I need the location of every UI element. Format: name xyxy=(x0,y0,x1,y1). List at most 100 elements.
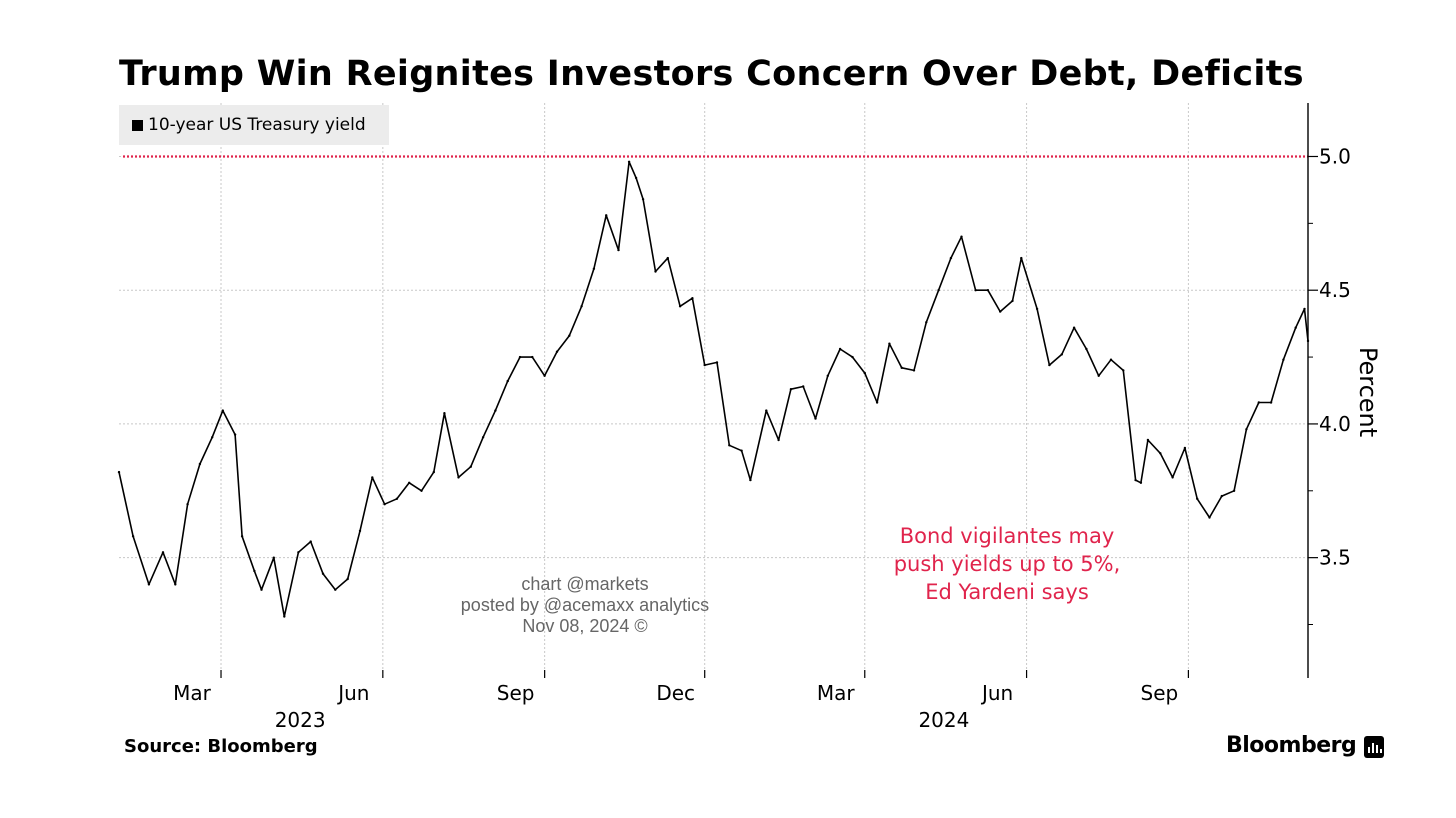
data-point xyxy=(937,289,940,292)
x-tick-label: Dec xyxy=(656,681,695,705)
data-point xyxy=(283,615,286,618)
data-point xyxy=(802,385,805,388)
data-point xyxy=(777,438,780,442)
watermark-line: chart @markets xyxy=(521,574,649,594)
data-point xyxy=(395,497,399,500)
data-point xyxy=(272,556,275,559)
data-point xyxy=(555,350,559,353)
x-tick-label: Mar xyxy=(173,681,212,705)
data-point xyxy=(198,462,202,466)
data-point xyxy=(117,470,121,474)
data-point xyxy=(1085,347,1088,351)
data-point xyxy=(765,409,768,412)
data-point xyxy=(627,160,631,163)
data-point xyxy=(654,270,657,273)
data-point xyxy=(666,256,669,260)
data-point xyxy=(253,569,256,573)
data-point xyxy=(494,409,497,412)
data-point xyxy=(1048,363,1051,367)
data-point xyxy=(186,503,189,506)
data-point xyxy=(443,412,446,415)
legend-label: 10-year US Treasury yield xyxy=(148,115,366,135)
watermark: chart @markets posted by @acemaxx analyt… xyxy=(435,574,735,637)
data-point xyxy=(568,334,571,337)
data-point xyxy=(986,289,990,292)
data-point xyxy=(147,583,151,586)
x-tick-label: Sep xyxy=(497,681,535,705)
data-point xyxy=(543,374,546,377)
data-point xyxy=(678,305,682,308)
data-point xyxy=(1232,489,1236,492)
data-point xyxy=(420,489,423,492)
data-point xyxy=(634,176,638,180)
chart-title: Trump Win Reignites Investors Concern Ov… xyxy=(119,54,1304,94)
data-point xyxy=(1109,358,1113,361)
data-point xyxy=(580,305,583,308)
data-point xyxy=(888,342,891,345)
data-point xyxy=(728,444,731,447)
legend: 10-year US Treasury yield xyxy=(119,105,389,145)
data-point xyxy=(297,551,300,554)
annotation-line: Bond vigilantes may xyxy=(899,524,1115,548)
data-point xyxy=(949,256,953,260)
data-point xyxy=(851,355,854,359)
data-point xyxy=(703,363,706,367)
x-tick-label: Jun xyxy=(980,681,1013,705)
data-point xyxy=(592,267,596,270)
source-note: Source: Bloomberg xyxy=(124,736,318,757)
data-point xyxy=(432,470,435,474)
data-point xyxy=(211,436,214,439)
data-point xyxy=(358,529,362,533)
data-point xyxy=(371,476,374,479)
series-layer xyxy=(117,160,1310,618)
data-point xyxy=(383,503,386,506)
data-point xyxy=(1294,326,1297,329)
data-point xyxy=(174,583,177,586)
data-point xyxy=(1122,369,1125,372)
legend-swatch xyxy=(132,120,143,131)
data-point xyxy=(875,401,879,404)
axis-layer: 3.5 4.0 4.5 5.0 Mar Jun Sep Dec Mar Jun Sep 2023 202… xyxy=(173,103,1382,732)
watermark-line: posted by @acemaxx analytics xyxy=(460,595,710,615)
data-point xyxy=(1134,478,1137,482)
data-point xyxy=(161,551,165,554)
data-point xyxy=(1245,428,1248,431)
data-point xyxy=(1171,476,1174,479)
y-tick-label: 5.0 xyxy=(1319,144,1351,168)
data-point xyxy=(1183,446,1187,450)
x-year-label: 2023 xyxy=(275,708,326,732)
data-point xyxy=(838,347,842,351)
data-point xyxy=(321,572,325,575)
data-point xyxy=(131,535,135,538)
data-point xyxy=(605,214,608,217)
data-point xyxy=(334,588,337,591)
data-point xyxy=(221,409,224,412)
data-point xyxy=(1159,452,1162,455)
data-point xyxy=(346,577,349,581)
data-point xyxy=(974,289,977,292)
data-point xyxy=(1011,299,1014,303)
data-point xyxy=(506,379,509,383)
data-point xyxy=(260,588,263,591)
y-tick-label: 4.5 xyxy=(1319,278,1351,302)
data-point xyxy=(1060,353,1064,356)
data-point xyxy=(999,310,1002,313)
data-point xyxy=(1020,256,1023,260)
annotation-line: Ed Yardeni says xyxy=(925,580,1089,604)
data-point xyxy=(1220,494,1224,498)
data-point xyxy=(912,369,916,372)
data-point xyxy=(481,436,485,439)
data-point xyxy=(1269,401,1273,404)
bloomberg-terminal-icon xyxy=(1364,736,1384,758)
data-point xyxy=(1035,307,1039,311)
data-point xyxy=(457,476,460,479)
data-point xyxy=(309,540,312,543)
x-year-label: 2024 xyxy=(918,708,969,732)
y-axis-label: Percent xyxy=(1354,347,1382,437)
watermark-line: Nov 08, 2024 © xyxy=(522,616,648,636)
data-point xyxy=(531,355,534,359)
annotation-line: push yields up to 5%, xyxy=(893,552,1121,576)
data-point xyxy=(408,481,411,484)
data-point xyxy=(233,433,237,436)
